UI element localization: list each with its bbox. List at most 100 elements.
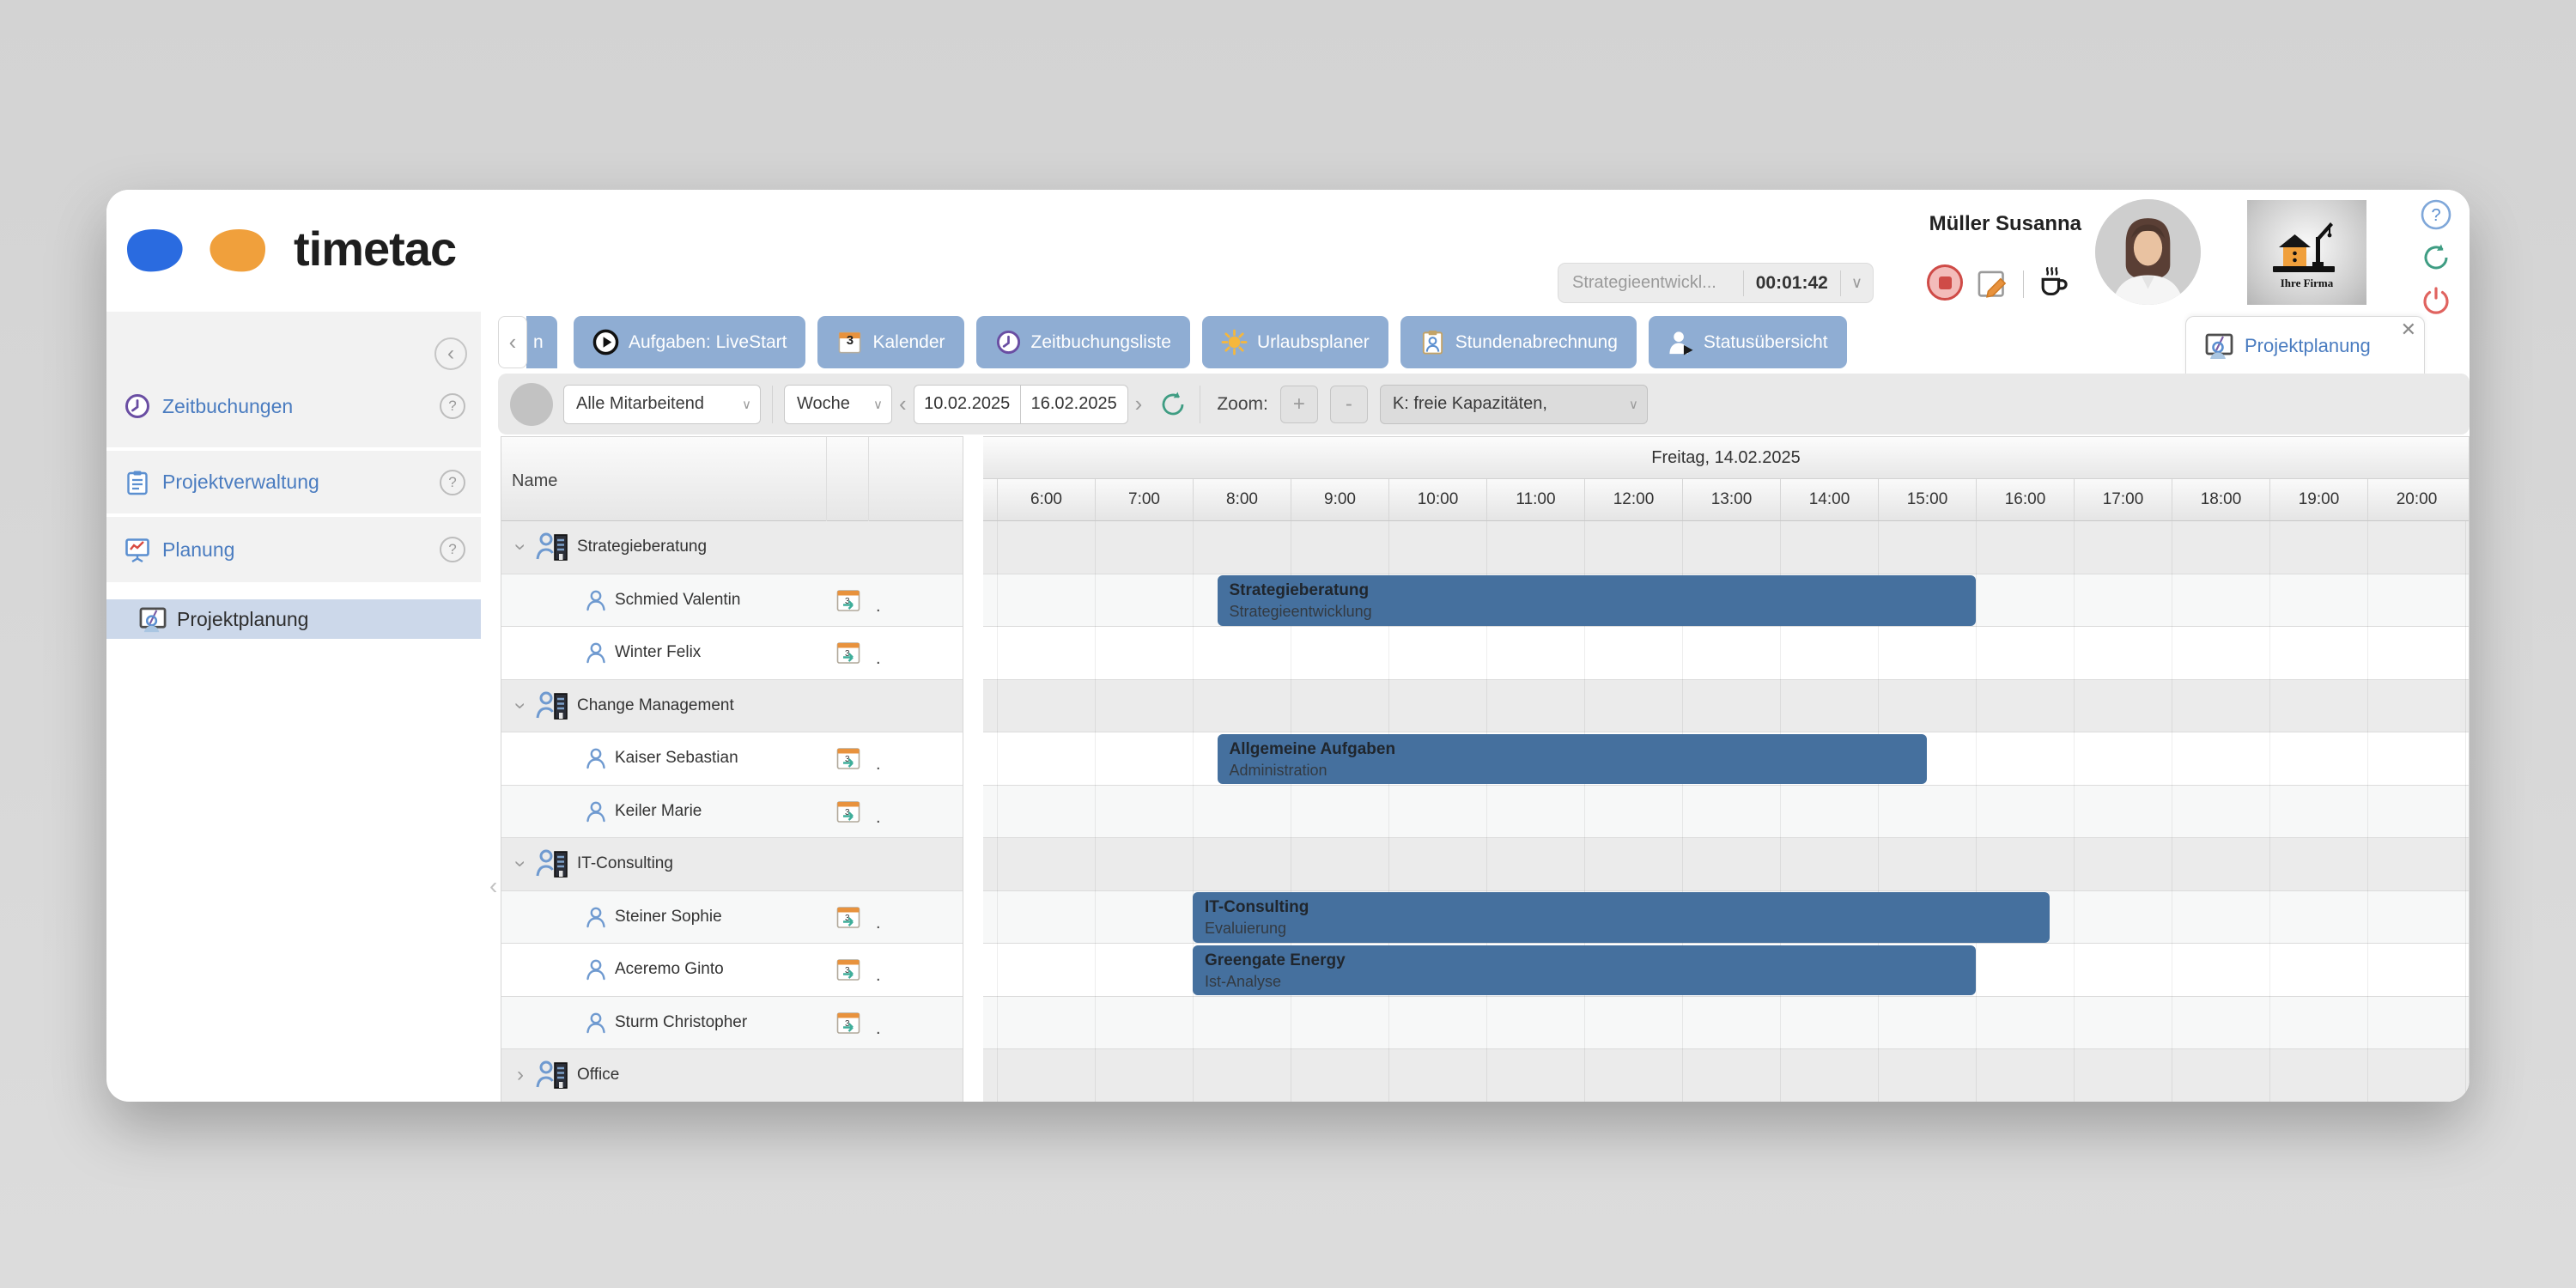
hour-tick: 17:00 [2074,479,2172,520]
schedule-bar[interactable]: Greengate Energy Ist-Analyse [1193,945,1976,995]
stop-tracking-button[interactable] [1927,264,1963,301]
department-icon [536,532,570,562]
timer-divider [1742,270,1744,296]
previous-period-button[interactable]: ‹ [899,391,907,416]
timeline-row[interactable] [983,1049,2469,1102]
hour-tick: 10:00 [1388,479,1486,520]
tree-group-row[interactable]: › IT-Consulting [501,838,963,891]
user-icon [584,905,608,929]
sidebar-item-zeitbuchungen[interactable]: Zeitbuchungen? [106,365,481,447]
row-dot: . [876,913,881,933]
period-select[interactable]: Woche ∨ [784,384,892,424]
play-circle-icon [592,329,619,355]
timeline-row[interactable] [983,679,2469,732]
timeline-row[interactable] [983,996,2469,1049]
help-icon[interactable]: ? [2420,198,2452,231]
tree-person-row[interactable]: Keiler Marie 3. [501,785,963,838]
tree-person-row[interactable]: Schmied Valentin 3. [501,574,963,627]
date-to-input[interactable]: 16.02.2025 [1020,384,1128,424]
date-from-input[interactable]: 10.02.2025 [913,384,1021,424]
edit-note-icon[interactable] [1976,265,2012,301]
close-icon[interactable]: ✕ [2400,319,2416,340]
capacity-mode-select[interactable]: K: freie Kapazitäten, ∨ [1379,384,1648,424]
user-avatar[interactable] [2095,199,2201,305]
chevron-down-icon[interactable]: › [509,860,532,868]
refresh-icon[interactable] [2420,241,2452,274]
day-header: Freitag, 14.02.2025 [983,437,2469,479]
coffee-break-icon[interactable] [2035,264,2071,300]
hour-tick: 15:00 [1878,479,1976,520]
tree-person-row[interactable]: Winter Felix 3. [501,627,963,680]
user-icon [584,588,608,612]
hour-tick: 9:00 [1291,479,1388,520]
brand-name: timetac [294,222,457,276]
next-period-button[interactable]: › [1134,391,1143,416]
tab-urlaubsplaner[interactable]: Urlaubsplaner [1201,316,1388,368]
svg-text:3: 3 [845,755,850,764]
sidebar-item-projektverwaltung[interactable]: Projektverwaltung? [106,451,481,513]
chevron-down-icon[interactable]: ∨ [1850,274,1862,291]
tab-stundenabrechnung[interactable]: Stundenabrechnung [1400,316,1637,368]
timeline-row[interactable] [983,838,2469,891]
chevron-down-icon[interactable]: › [509,544,532,551]
bar-title: IT-Consulting [1205,898,1309,916]
row-dot: . [876,807,881,827]
calendar-export-icon[interactable]: 3 [835,745,861,771]
help-icon[interactable]: ? [440,469,465,495]
hour-tick: 8:00 [1193,479,1291,520]
zoom-in-button[interactable]: + [1279,385,1318,423]
tabs-scroll-left-button[interactable]: ‹ [498,316,527,368]
tree-person-row[interactable]: Kaiser Sebastian 3. [501,732,963,786]
hour-tick: 6:00 [997,479,1095,520]
tree-person-row[interactable]: Aceremo Ginto 3. [501,944,963,997]
tab-kalender[interactable]: 3 Kalender [817,316,964,368]
schedule-bar[interactable]: Allgemeine Aufgaben Administration [1217,733,1927,784]
panel-collapse-handle[interactable]: ‹ [489,872,498,899]
row-dot: . [876,966,881,985]
help-icon[interactable]: ? [440,393,465,419]
tab-label: Stundenabrechnung [1455,331,1618,352]
company-logo: Ihre Firma [2247,200,2366,305]
schedule-bar[interactable]: Strategieberatung Strategieentwicklung [1217,575,1976,626]
timeline-row[interactable] [983,785,2469,838]
help-icon[interactable]: ? [440,537,465,562]
hour-tick: 13:00 [1682,479,1780,520]
sidebar-collapse-button[interactable]: ‹ [434,337,467,370]
calendar-export-icon[interactable]: 3 [835,957,861,982]
reload-icon[interactable] [1157,389,1188,420]
person-label: Keiler Marie [615,801,702,820]
tab-zeitbuchungsliste[interactable]: Zeitbuchungsliste [975,316,1190,368]
user-icon [584,799,608,823]
timeline-row[interactable] [983,627,2469,680]
hour-tick: 19:00 [2269,479,2367,520]
planning-monitor-icon [2205,332,2234,360]
employee-filter-select[interactable]: Alle Mitarbeitend ∨ [563,384,761,424]
tree-group-row[interactable]: › Office [501,1049,963,1102]
sidebar-item-planung[interactable]: Planung? [106,517,481,582]
calendar-export-icon[interactable]: 3 [835,640,861,665]
tree-person-row[interactable]: Steiner Sophie 3. [501,890,963,944]
zoom-out-button[interactable]: - [1329,385,1368,423]
calendar-export-icon[interactable]: 3 [835,904,861,930]
person-label: Schmied Valentin [615,590,741,609]
calendar-export-icon[interactable]: 3 [835,587,861,613]
chevron-down-icon: ∨ [742,397,751,412]
calendar-export-icon[interactable]: 3 [835,1010,861,1036]
chevron-right-icon[interactable]: › [517,1063,524,1087]
chevron-down-icon[interactable]: › [509,702,532,709]
power-icon[interactable] [2420,284,2452,317]
chart-board-icon [124,536,151,563]
sidebar-item-projektplanung-active[interactable]: Projektplanung [106,599,481,639]
timeline-row[interactable] [983,521,2469,574]
tree-group-row[interactable]: › Strategieberatung [501,521,963,574]
tab-projektplanung-active[interactable]: Projektplanung ✕ [2185,316,2425,374]
tab-aufgaben-livestart[interactable]: Aufgaben: LiveStart [574,316,806,368]
employee-avatar-placeholder[interactable] [510,382,553,426]
tab-partial-hidden[interactable]: n [526,316,557,368]
tree-group-row[interactable]: › Change Management [501,679,963,732]
timer-widget[interactable]: Strategieentwickl... 00:01:42 ∨ [1558,263,1874,303]
tree-person-row[interactable]: Sturm Christopher 3. [501,996,963,1049]
tab-status-bersicht[interactable]: Statusübersicht [1648,316,1847,368]
schedule-bar[interactable]: IT-Consulting Evaluierung [1193,892,2050,943]
calendar-export-icon[interactable]: 3 [835,799,861,824]
